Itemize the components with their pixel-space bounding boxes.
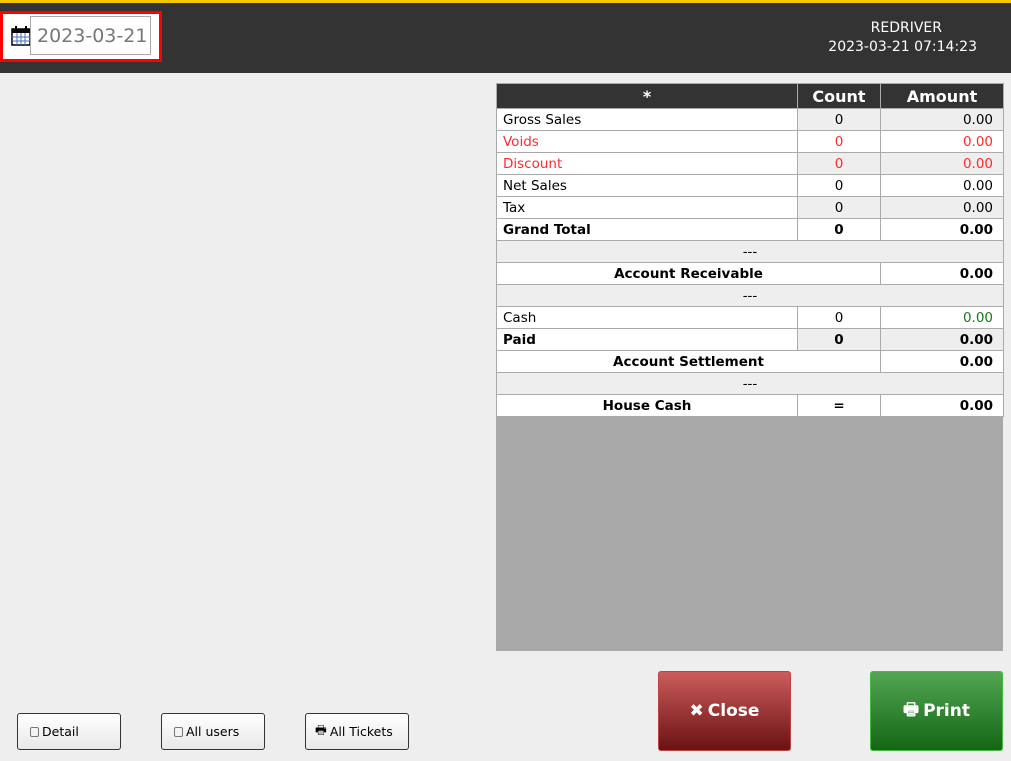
row-count: = [797,394,881,417]
row-amount: 0.00 [880,350,1004,373]
date-picker[interactable] [0,11,162,62]
row-label: Paid [496,328,798,351]
row-amount: 0.00 [880,174,1004,197]
row-count: 0 [797,218,881,241]
empty-table-area [496,417,1003,651]
table-row: Paid 0 0.00 [496,328,1004,351]
table-row: Voids 0 0.00 [496,130,1004,153]
printer-icon: 🖶 [903,699,920,720]
date-input[interactable] [30,16,151,55]
row-count: 0 [797,328,881,351]
row-amount: 0.00 [880,218,1004,241]
separator-cell: --- [496,240,1004,263]
all-users-label: All users [186,724,240,739]
row-count: 0 [797,152,881,175]
separator-cell: --- [496,284,1004,307]
row-count: 0 [797,306,881,329]
row-label: Cash [496,306,798,329]
all-tickets-label: All Tickets [329,724,393,739]
table-row: Cash 0 0.00 [496,306,1004,329]
row-amount: 0.00 [880,262,1004,285]
close-button[interactable]: ✖ Close [658,671,791,751]
table-row: --- [496,240,1004,263]
table-row: Gross Sales 0 0.00 [496,108,1004,131]
table-row: Tax 0 0.00 [496,196,1004,219]
header-label: * [496,83,798,109]
row-count: 0 [797,174,881,197]
row-label: House Cash [496,394,798,417]
close-label: Close [707,701,760,721]
row-count: 0 [797,130,881,153]
row-amount: 0.00 [880,130,1004,153]
header-bar: REDRIVER 2023-03-21 07:14:23 [0,3,1011,73]
row-amount: 0.00 [880,306,1004,329]
separator-cell: --- [496,372,1004,395]
close-icon: ✖ [689,701,704,721]
row-label: Account Receivable [496,262,881,285]
current-datetime: 2023-03-21 07:14:23 [828,39,977,55]
row-label: Net Sales [496,174,798,197]
store-name: REDRIVER [870,20,942,36]
header-amount: Amount [880,83,1004,109]
row-label: Grand Total [496,218,798,241]
table-row: Net Sales 0 0.00 [496,174,1004,197]
table-row: House Cash = 0.00 [496,394,1004,417]
row-label: Gross Sales [496,108,798,131]
table-row: --- [496,372,1004,395]
calendar-icon[interactable] [11,26,31,46]
all-tickets-button[interactable]: 🖶 All Tickets [305,713,409,750]
row-count: 0 [797,108,881,131]
row-amount: 0.00 [880,196,1004,219]
table-row: --- [496,284,1004,307]
checkbox-icon [30,726,39,737]
detail-label: Detail [42,724,79,739]
top-accent-line [0,0,1011,3]
row-label: Voids [496,130,798,153]
row-amount: 0.00 [880,328,1004,351]
printer-icon: 🖶 [315,722,327,737]
row-label: Discount [496,152,798,175]
row-label: Tax [496,196,798,219]
header-count: Count [797,83,881,109]
row-amount: 0.00 [880,152,1004,175]
all-users-toggle-button[interactable]: All users [161,713,265,750]
row-label: Account Settlement [496,350,881,373]
table-row: Grand Total 0 0.00 [496,218,1004,241]
detail-toggle-button[interactable]: Detail [17,713,121,750]
sales-summary-table: * Count Amount Gross Sales 0 0.00 Voids 0 0.0… [496,83,1004,417]
checkbox-icon [174,726,183,737]
table-row: Discount 0 0.00 [496,152,1004,175]
row-count: 0 [797,196,881,219]
table-row: Account Settlement 0.00 [496,350,1004,373]
row-amount: 0.00 [880,394,1004,417]
table-row: Account Receivable 0.00 [496,262,1004,285]
print-button[interactable]: 🖶 Print [870,671,1003,751]
row-amount: 0.00 [880,108,1004,131]
print-label: Print [923,701,970,721]
